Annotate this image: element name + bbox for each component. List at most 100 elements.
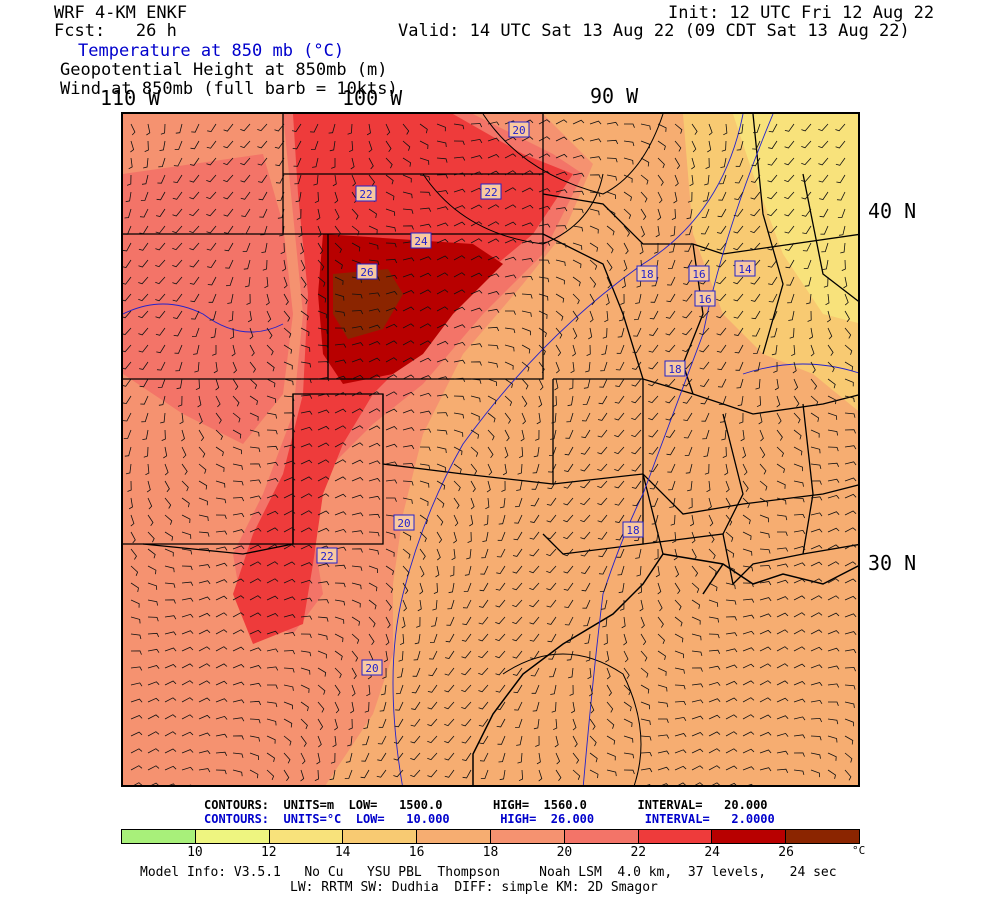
wind-barb [589,191,601,197]
wind-barb [138,310,149,319]
wind-barb [364,701,370,713]
wind-barb [615,361,625,371]
wind-barb [821,242,829,253]
wind-barb [123,276,132,285]
wind-barb [740,429,745,442]
wind-barb [164,765,177,771]
wind-barb [547,480,557,490]
wind-barb [436,548,441,561]
wind-barb [674,684,686,690]
wind-barb [173,157,183,167]
wind-barb [725,582,736,590]
wind-barb [640,157,650,167]
wind-barb [531,480,540,490]
wind-barb [487,255,500,261]
wind-barb [810,682,823,686]
colorbar-tick-label: 26 [778,845,794,860]
wind-barb [181,531,192,539]
wind-barb [755,378,761,390]
wind-barb [141,412,149,423]
wind-barb [232,612,245,618]
wind-barb [668,480,676,491]
wind-barb [164,531,174,541]
wind-barb [436,463,446,472]
wind-barb [682,327,693,336]
wind-barb [385,582,394,594]
wind-barb [776,514,788,521]
svg-text:16: 16 [698,293,711,306]
wind-barb [402,340,415,346]
wind-barb [402,582,409,595]
wind-barb [436,394,449,399]
wind-barb [538,361,545,373]
wind-barb [650,497,659,507]
temp-contours [123,114,858,785]
wind-barb [453,359,466,364]
wind-barb [555,189,568,194]
wind-barb [399,633,405,646]
wind-barb [843,276,848,289]
wind-barb [588,684,593,697]
wind-barb [793,612,806,618]
wind-barb [646,784,651,785]
wind-barb [282,259,287,272]
wind-barb [206,191,217,200]
wind-barb [427,718,438,727]
wind-barb [215,646,228,652]
wind-barb [478,667,489,676]
wind-barb [521,187,534,193]
wind-barb [478,701,489,710]
wind-barb [397,667,404,678]
wind-barb [606,735,616,745]
wind-barb [776,750,789,755]
wind-barb [300,562,313,567]
wind-barb [623,667,630,679]
wind-barb [223,225,234,234]
wind-barb [385,443,398,448]
wind-barb [470,290,483,295]
wind-barb [265,293,270,306]
wind-barb [317,684,326,695]
wind-barb [191,310,200,320]
wind-barb [640,768,653,773]
wind-barb [487,204,500,210]
wind-barb [691,565,699,577]
wind-barb [538,136,551,142]
wind-barb [469,514,474,527]
wind-barb [657,633,665,645]
wind-barb [670,514,676,526]
wind-barb [504,412,511,424]
wind-barb [515,497,523,508]
wind-barb [793,663,806,669]
wind-barb [640,616,645,629]
wind-barb [742,647,755,652]
wind-barb [385,225,396,232]
svg-text:20: 20 [365,662,378,675]
wind-barb [300,394,313,399]
wind-barb [334,582,346,588]
wind-barb [818,123,829,132]
wind-barb [139,378,149,388]
wind-barb [300,310,309,321]
wind-barb [436,222,449,227]
wind-barb [776,732,789,737]
wind-barb [147,632,160,638]
wind-barb [232,752,244,758]
wind-barb [334,276,344,285]
wind-barb [620,293,625,305]
wind-barb [334,476,347,482]
wind-barb [317,718,324,731]
wind-barb [683,429,693,439]
wind-barb [453,156,466,161]
wind-barb [177,395,183,407]
wind-barb [674,582,681,595]
wind-barb [140,395,149,405]
wind-barb [822,259,829,270]
wind-barb [615,378,625,388]
wind-barb [640,718,651,725]
wind-barb [385,157,393,169]
wind-barb [570,701,576,714]
wind-barb [172,293,183,302]
wind-barb [332,735,337,748]
wind-barb [572,190,585,195]
